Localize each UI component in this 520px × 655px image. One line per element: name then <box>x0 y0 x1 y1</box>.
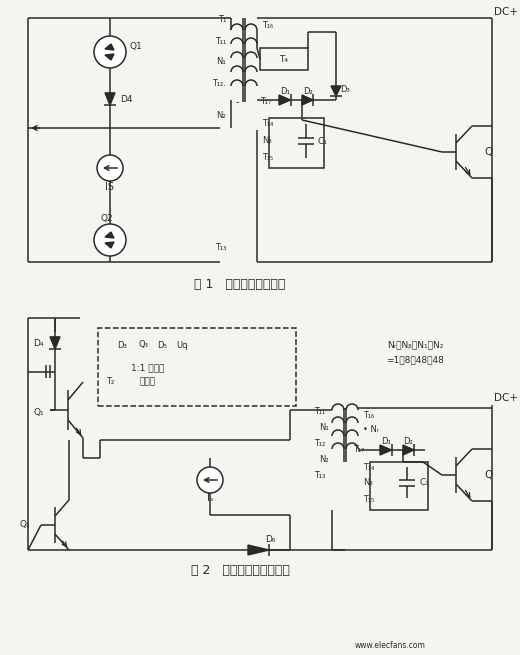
Text: T₁₇: T₁₇ <box>260 98 271 107</box>
Polygon shape <box>105 93 115 105</box>
Text: Q1: Q1 <box>129 43 142 52</box>
Text: T₁₅: T₁₅ <box>262 153 273 162</box>
Text: T₂: T₂ <box>106 377 114 386</box>
Text: N₂: N₂ <box>216 111 226 119</box>
Text: N₁: N₁ <box>319 424 329 432</box>
Bar <box>98 328 296 406</box>
Text: DC+: DC+ <box>494 393 518 403</box>
Polygon shape <box>248 545 269 555</box>
Text: Q₃: Q₃ <box>138 341 148 350</box>
Text: D₁: D₁ <box>381 438 391 447</box>
Text: T₁₁: T₁₁ <box>215 37 226 47</box>
Text: T₁₆: T₁₆ <box>262 20 273 29</box>
Text: T₁₄: T₁₄ <box>262 119 273 128</box>
Circle shape <box>197 467 223 493</box>
Text: 图 2   新型驱动电路原理图: 图 2 新型驱动电路原理图 <box>190 563 290 576</box>
Polygon shape <box>331 86 341 96</box>
Text: T₄: T₄ <box>280 54 289 64</box>
Text: C₁: C₁ <box>318 136 328 145</box>
Polygon shape <box>403 445 414 455</box>
Circle shape <box>94 36 126 68</box>
Text: D₄: D₄ <box>33 339 44 348</box>
Text: T₁₇: T₁₇ <box>353 445 364 455</box>
Text: T₁₅: T₁₅ <box>363 495 374 504</box>
Text: Nᵣ：Nᵦ：N₁：N₂: Nᵣ：Nᵦ：N₁：N₂ <box>387 341 443 350</box>
Bar <box>260 48 308 70</box>
Text: 流电路: 流电路 <box>140 377 156 386</box>
Text: T₁₆: T₁₆ <box>363 411 374 419</box>
Text: D4: D4 <box>120 94 133 103</box>
Circle shape <box>94 224 126 256</box>
Text: N₁: N₁ <box>216 58 226 67</box>
Circle shape <box>97 155 123 181</box>
Text: Q: Q <box>484 147 492 157</box>
Text: T₁₁: T₁₁ <box>314 407 325 417</box>
Polygon shape <box>105 242 114 248</box>
Text: Iₛ: Iₛ <box>207 493 213 503</box>
Text: • Nᵣ: • Nᵣ <box>363 426 379 434</box>
Text: =1：8：48：48: =1：8：48：48 <box>386 356 444 364</box>
Text: Q2: Q2 <box>101 214 113 223</box>
Text: D₆: D₆ <box>265 536 275 544</box>
Text: D₅: D₅ <box>157 341 167 350</box>
Text: Nᵦ: Nᵦ <box>262 136 272 145</box>
Polygon shape <box>380 445 392 455</box>
Text: D₁: D₁ <box>280 86 290 96</box>
Polygon shape <box>105 54 114 60</box>
Polygon shape <box>105 232 114 238</box>
Text: T₁: T₁ <box>218 14 226 24</box>
Polygon shape <box>50 337 60 349</box>
Text: D₂: D₂ <box>303 86 313 96</box>
Polygon shape <box>105 44 114 50</box>
Polygon shape <box>279 95 291 105</box>
Text: Uq: Uq <box>176 341 188 350</box>
Text: T₁₂: T₁₂ <box>314 440 325 449</box>
Text: C₁: C₁ <box>419 478 429 487</box>
Text: N₂: N₂ <box>319 455 329 464</box>
Text: www.elecfans.com: www.elecfans.com <box>355 641 425 650</box>
Polygon shape <box>302 95 313 105</box>
Text: 1:1 辅助抽: 1:1 辅助抽 <box>132 364 165 373</box>
Text: D₃: D₃ <box>117 341 127 350</box>
Text: Q: Q <box>484 470 492 480</box>
Text: T₁₃: T₁₃ <box>215 244 226 252</box>
Text: DC+: DC+ <box>494 7 518 17</box>
Text: T₁₄: T₁₄ <box>363 462 374 472</box>
Text: Nᵦ: Nᵦ <box>363 479 373 487</box>
Text: 图 1   原抗饱和驱动电路: 图 1 原抗饱和驱动电路 <box>194 278 285 291</box>
Text: D₃: D₃ <box>340 86 350 94</box>
Text: Q₁: Q₁ <box>33 409 44 417</box>
Bar <box>269 118 324 168</box>
Text: D₂: D₂ <box>404 438 413 447</box>
Text: T₁₃: T₁₃ <box>314 470 325 479</box>
Text: Q₂: Q₂ <box>19 521 30 529</box>
Text: T₁₂.: T₁₂. <box>212 79 226 88</box>
Text: -: - <box>236 97 240 107</box>
Text: IS: IS <box>106 182 114 192</box>
Bar <box>370 462 428 510</box>
